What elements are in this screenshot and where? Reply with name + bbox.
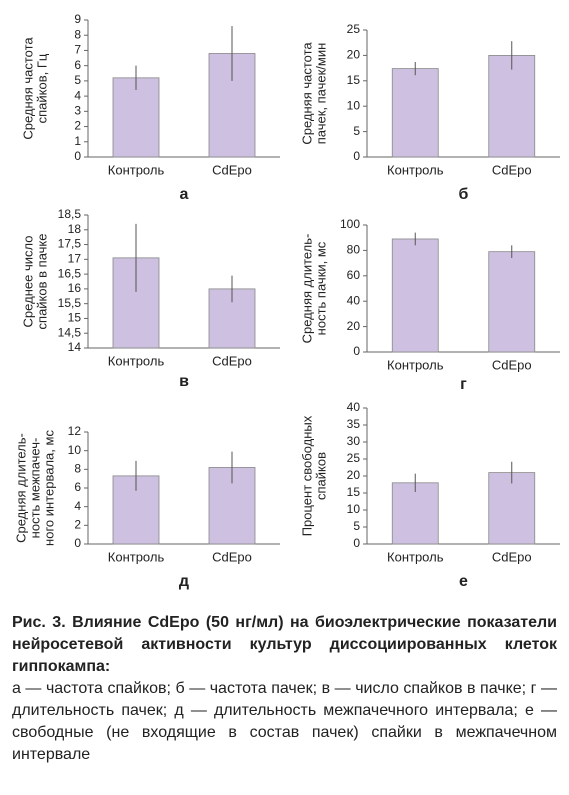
x-tick-label: CdEpo — [492, 357, 532, 372]
y-axis-label: ность пачки, мс — [313, 241, 328, 335]
x-tick-label: Контроль — [108, 353, 165, 368]
caption-text: а — частота спайков; б — частота пачек; … — [12, 680, 557, 763]
y-tick-label: 0 — [74, 536, 81, 550]
bar — [488, 251, 536, 353]
y-tick-label: 14 — [68, 340, 82, 354]
panel-label: в — [179, 373, 189, 390]
panel-label: г — [460, 376, 467, 393]
y-axis-label: Средняя длитель- — [13, 433, 28, 543]
x-tick-label: CdEpo — [492, 549, 532, 564]
panel-label: е — [459, 573, 468, 590]
y-axis-label: Среднее число — [20, 236, 35, 328]
y-tick-label: 10 — [68, 443, 82, 457]
y-tick-label: 9 — [74, 12, 81, 26]
y-axis-label: Процент свободных — [299, 415, 314, 536]
caption-title: Рис. 3. Влияние CdEpo (50 нг/мл) на биоэ… — [12, 614, 557, 675]
y-tick-label: 40 — [347, 293, 361, 307]
x-tick-label: Контроль — [387, 549, 444, 564]
bar — [112, 77, 160, 158]
panel-label: б — [459, 186, 469, 203]
y-tick-label: 8 — [74, 27, 81, 41]
y-axis-label: спайков — [313, 452, 328, 500]
y-tick-label: 20 — [347, 468, 361, 482]
y-tick-label: 4 — [74, 88, 81, 102]
x-tick-label: CdEpo — [212, 162, 252, 177]
y-tick-label: 17,5 — [58, 237, 82, 251]
y-tick-label: 18 — [68, 222, 82, 236]
y-tick-label: 16,5 — [58, 266, 82, 280]
caption: Рис. 3. Влияние CdEpo (50 нг/мл) на биоэ… — [12, 612, 557, 766]
y-tick-label: 25 — [347, 22, 361, 36]
bar — [391, 238, 439, 353]
y-tick-label: 10 — [347, 98, 361, 112]
bar — [488, 472, 536, 545]
panel-label: а — [180, 186, 189, 203]
y-tick-label: 7 — [74, 43, 81, 57]
bar — [391, 482, 439, 545]
bar — [391, 68, 439, 158]
y-tick-label: 15,5 — [58, 296, 82, 310]
y-tick-label: 0 — [353, 536, 360, 550]
y-tick-label: 18,5 — [58, 207, 82, 221]
panel-label: д — [179, 573, 189, 590]
y-tick-label: 30 — [347, 434, 361, 448]
y-axis-label: спайков в пачке — [34, 234, 49, 330]
y-tick-label: 1 — [74, 134, 81, 148]
y-tick-label: 12 — [68, 424, 82, 438]
y-axis-label: спайков, Гц — [34, 53, 49, 123]
y-tick-label: 6 — [74, 480, 81, 494]
y-axis-label: ного интервала, мс — [41, 430, 56, 546]
y-tick-label: 35 — [347, 417, 361, 431]
y-tick-label: 5 — [353, 124, 360, 138]
y-axis-label: ность межпачеч- — [27, 438, 42, 539]
x-tick-label: Контроль — [108, 162, 165, 177]
y-tick-label: 15 — [347, 73, 361, 87]
x-tick-label: CdEpo — [212, 353, 252, 368]
x-tick-label: CdEpo — [492, 162, 532, 177]
y-tick-label: 80 — [347, 243, 361, 257]
y-tick-label: 20 — [347, 48, 361, 62]
bar — [488, 55, 536, 158]
y-tick-label: 15 — [347, 485, 361, 499]
y-tick-label: 16 — [68, 281, 82, 295]
x-tick-label: Контроль — [387, 162, 444, 177]
y-tick-label: 20 — [347, 319, 361, 333]
y-tick-label: 3 — [74, 104, 81, 118]
y-tick-label: 0 — [74, 149, 81, 163]
x-tick-label: Контроль — [387, 357, 444, 372]
y-tick-label: 15 — [68, 311, 82, 325]
x-tick-label: Контроль — [108, 549, 165, 564]
y-tick-label: 5 — [74, 73, 81, 87]
y-tick-label: 25 — [347, 451, 361, 465]
y-tick-label: 2 — [74, 518, 81, 532]
y-tick-label: 60 — [347, 268, 361, 282]
y-tick-label: 14,5 — [58, 325, 82, 339]
y-tick-label: 2 — [74, 119, 81, 133]
x-tick-label: CdEpo — [212, 549, 252, 564]
y-tick-label: 0 — [353, 344, 360, 358]
y-tick-label: 4 — [74, 499, 81, 513]
y-axis-label: пачек, пачек/мин — [313, 43, 328, 145]
y-tick-label: 0 — [353, 149, 360, 163]
y-tick-label: 8 — [74, 462, 81, 476]
y-tick-label: 40 — [347, 400, 361, 414]
y-tick-label: 100 — [340, 217, 360, 231]
y-tick-label: 5 — [353, 519, 360, 533]
y-tick-label: 17 — [68, 252, 82, 266]
y-axis-label: Средняя частота — [299, 42, 314, 145]
y-tick-label: 6 — [74, 58, 81, 72]
y-tick-label: 10 — [347, 502, 361, 516]
y-axis-label: Средняя длитель- — [299, 234, 314, 344]
y-axis-label: Средняя частота — [20, 37, 35, 140]
